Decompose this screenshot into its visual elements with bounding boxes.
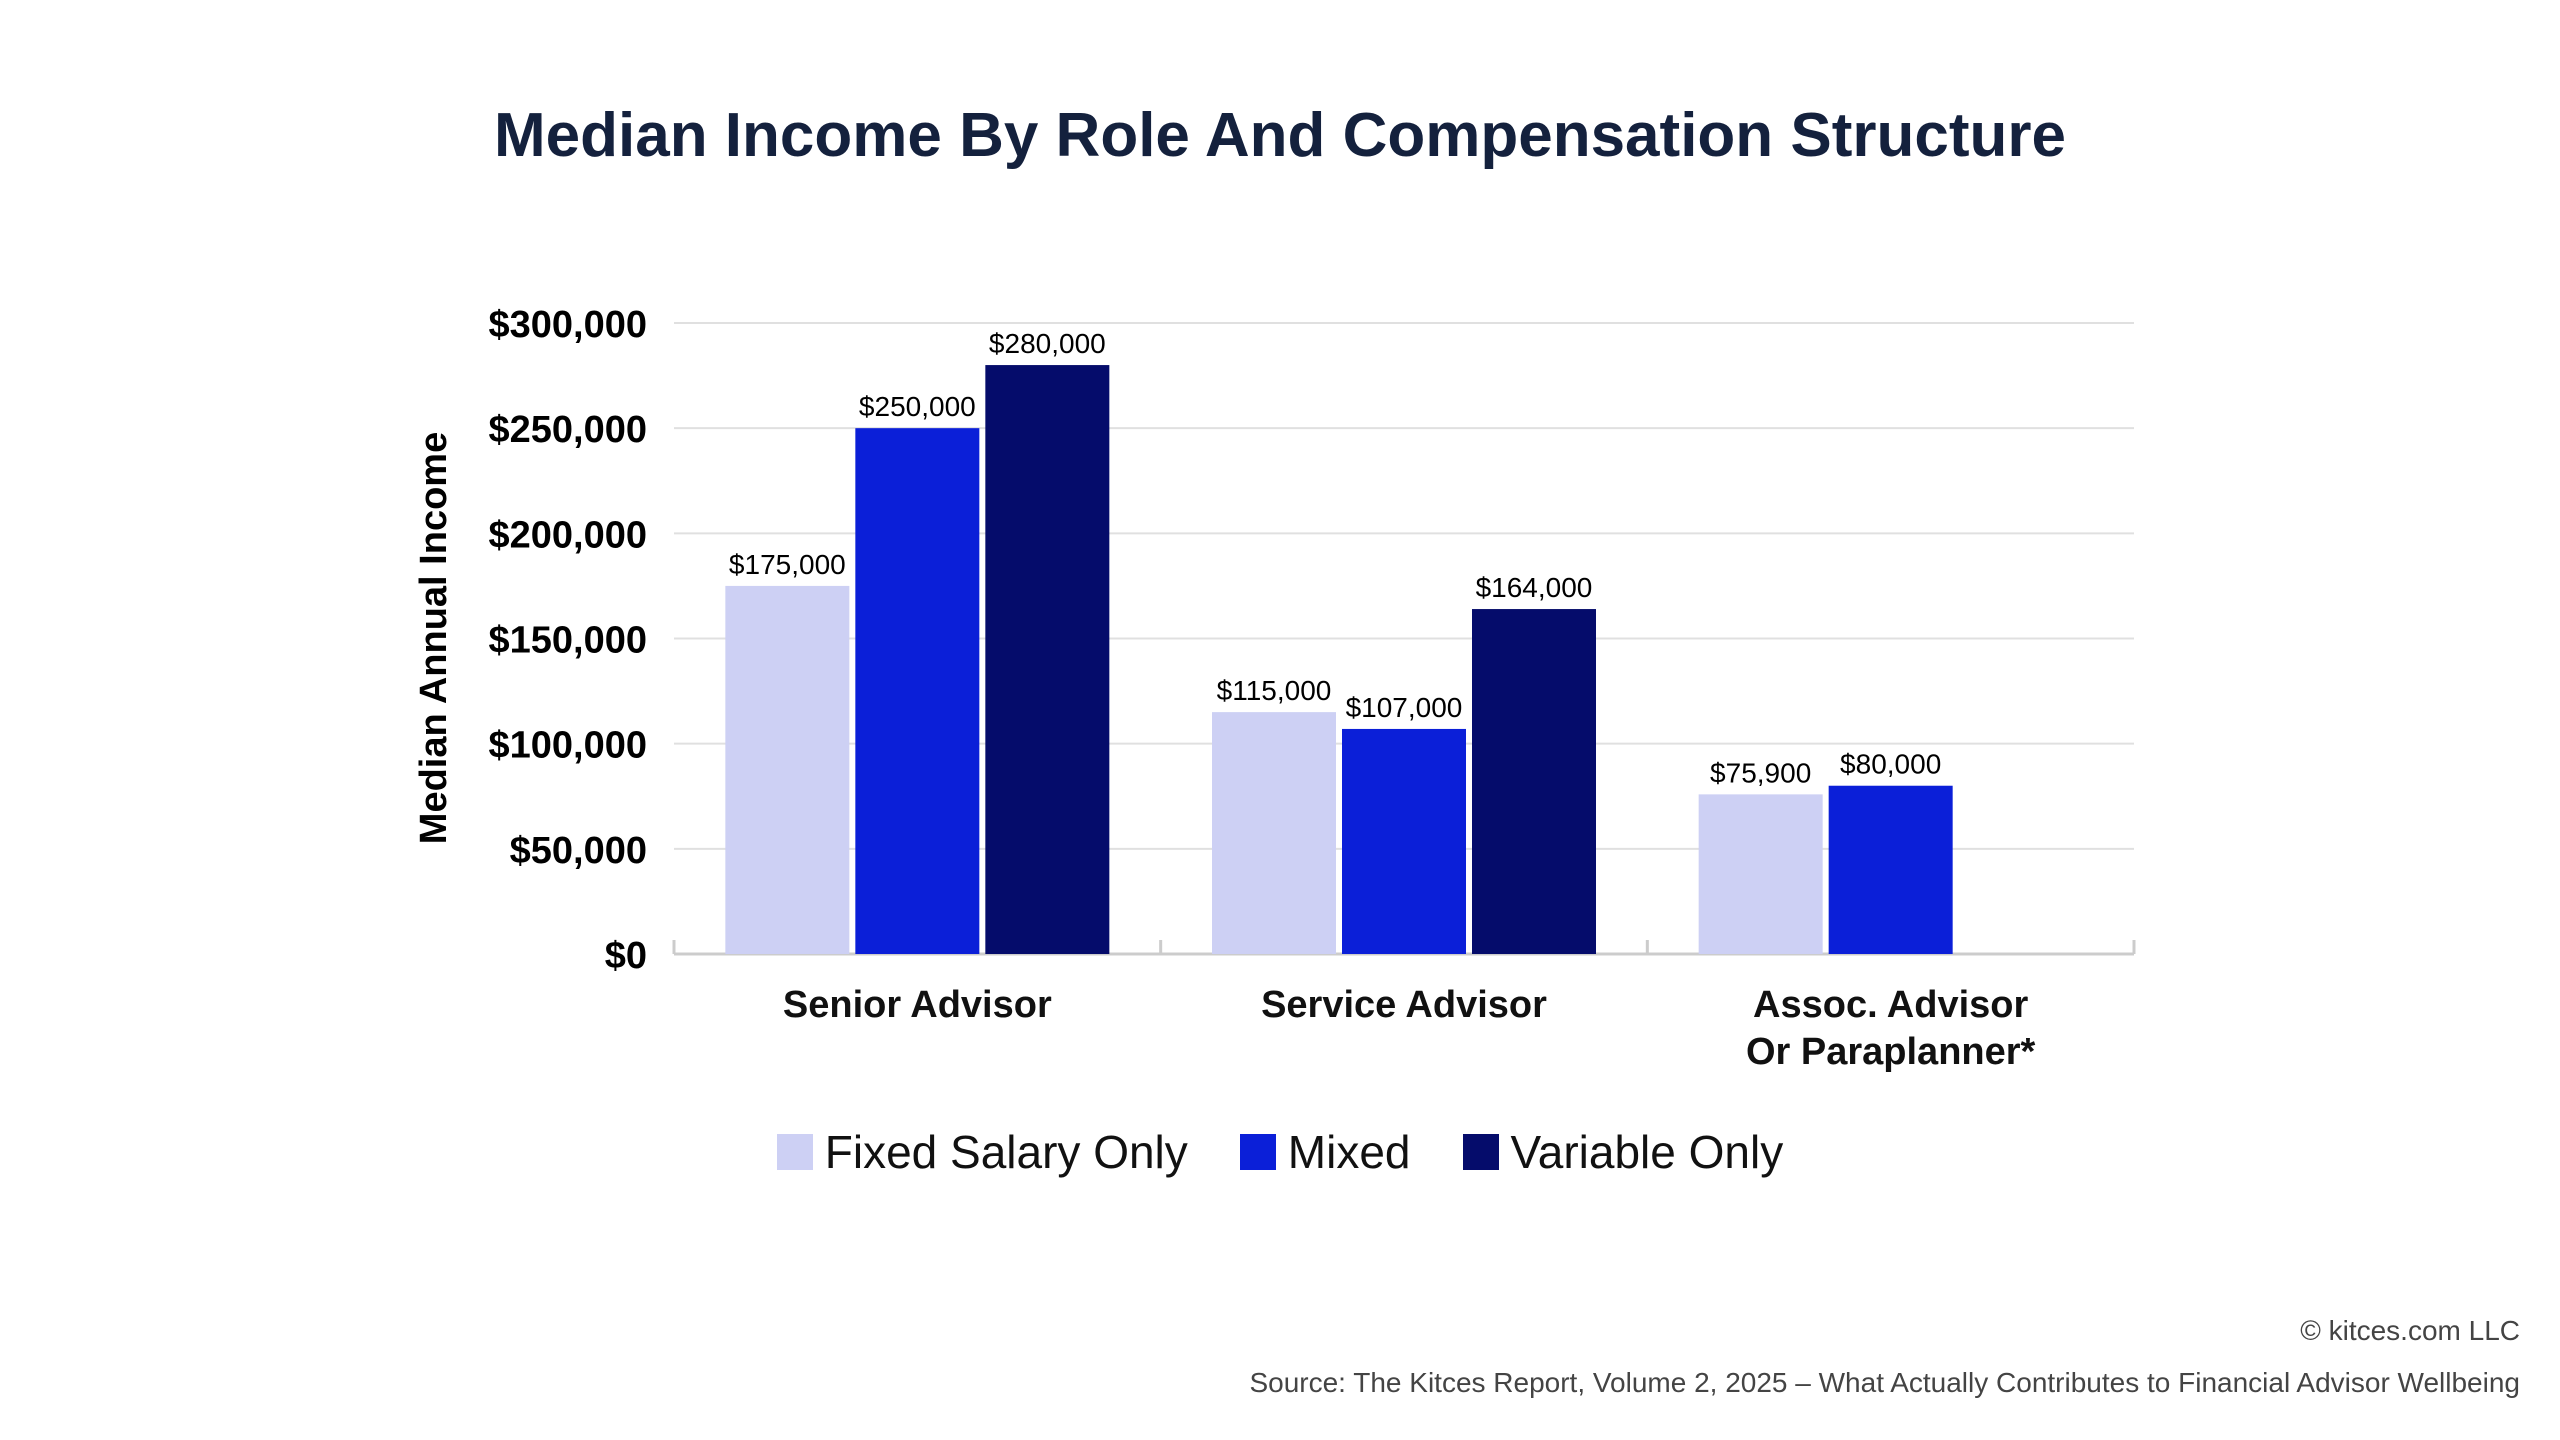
legend-label: Fixed Salary Only [824, 1126, 1188, 1178]
bar [1828, 785, 1953, 954]
legend-item: Mixed [1239, 1125, 1411, 1179]
data-label: $164,000 [1476, 572, 1593, 603]
bar [1472, 609, 1596, 954]
x-category-label: Senior Advisor [783, 984, 1052, 1026]
bar [855, 428, 980, 955]
data-label: $250,000 [859, 391, 976, 422]
legend: Fixed Salary Only Mixed Variable Only [0, 1125, 2560, 1179]
y-tick-label: $250,000 [489, 409, 648, 451]
legend-label: Mixed [1287, 1126, 1411, 1178]
data-label: $107,000 [1346, 692, 1463, 723]
bar [725, 585, 850, 954]
legend-label: Variable Only [1510, 1126, 1784, 1178]
legend-swatch [776, 1134, 813, 1170]
x-category-label: Service Advisor [1261, 984, 1547, 1026]
bar [985, 365, 1110, 955]
x-category-label: Or Paraplanner* [1746, 1031, 2036, 1073]
y-tick-label: $100,000 [489, 725, 648, 767]
bar [1698, 794, 1823, 954]
legend-swatch [1462, 1134, 1499, 1170]
bar [1212, 712, 1336, 954]
data-label: $115,000 [1217, 675, 1332, 706]
y-axis-label: Median Annual Income [413, 432, 455, 844]
data-label: $80,000 [1840, 749, 1941, 780]
y-tick-label: $150,000 [489, 620, 648, 662]
y-tick-label: $50,000 [510, 830, 647, 872]
copyright: © kitces.com LLC [2300, 1315, 2520, 1346]
source-note: Source: The Kitces Report, Volume 2, 202… [1249, 1367, 2520, 1398]
chart-title: Median Income By Role And Compensation S… [493, 101, 2066, 170]
data-label: $175,000 [729, 549, 846, 580]
legend-item: Variable Only [1462, 1125, 1784, 1179]
data-label: $280,000 [989, 328, 1106, 359]
y-tick-label: $200,000 [489, 514, 648, 556]
legend-item: Fixed Salary Only [776, 1125, 1188, 1179]
legend-swatch [1239, 1134, 1276, 1170]
y-tick-label: $0 [605, 935, 647, 977]
y-tick-label: $300,000 [489, 304, 648, 346]
bar [1342, 728, 1466, 954]
data-label: $75,900 [1710, 757, 1811, 788]
x-category-label: Assoc. Advisor [1753, 984, 2028, 1026]
